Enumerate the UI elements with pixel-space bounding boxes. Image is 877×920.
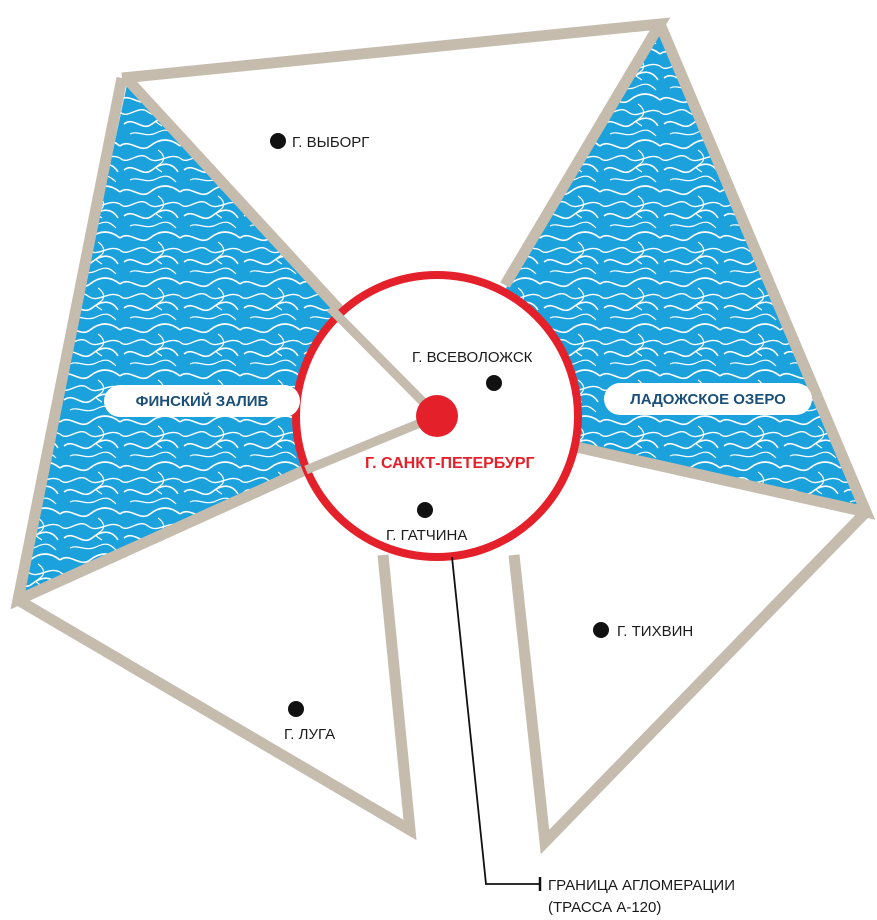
finnish-gulf-label-bg [104, 385, 300, 417]
vyborg-label: Г. ВЫБОРГ [292, 134, 369, 151]
finnish-gulf-area [18, 80, 437, 598]
southeast-sector-border [508, 508, 870, 855]
vsevolozhsk-dot [486, 375, 502, 391]
vyborg-dot [270, 133, 286, 149]
spb-center-dot [416, 395, 458, 437]
tikhvin-label: Г. ТИХВИН [617, 623, 693, 640]
legend-boundary-label: ГРАНИЦА АГЛОМЕРАЦИИ [548, 877, 735, 894]
spb-label: Г. САНКТ-ПЕТЕРБУРГ [365, 455, 535, 472]
gatchina-label: Г. ГАТЧИНА [386, 527, 467, 544]
southwest-sector-border [15, 554, 417, 841]
luga-dot [288, 701, 304, 717]
vsevolozhsk-label: Г. ВСЕВОЛОЖСК [412, 349, 533, 366]
ladoga-label-bg [604, 383, 812, 415]
tikhvin-dot [593, 622, 609, 638]
legend-route-label: (ТРАССА А-120) [548, 899, 661, 916]
finnish-gulf-label: ФИНСКИЙ ЗАЛИВ [136, 392, 269, 410]
gulf-inlet-left-edge [304, 411, 439, 475]
gulf-inlet-right-edge [326, 304, 441, 420]
ladoga-label: ЛАДОЖСКОЕ ОЗЕРО [630, 391, 786, 408]
west-border [10, 76, 308, 610]
gatchina-dot [417, 502, 433, 518]
luga-label: Г. ЛУГА [284, 726, 335, 743]
legend-leader-line [451, 556, 540, 885]
